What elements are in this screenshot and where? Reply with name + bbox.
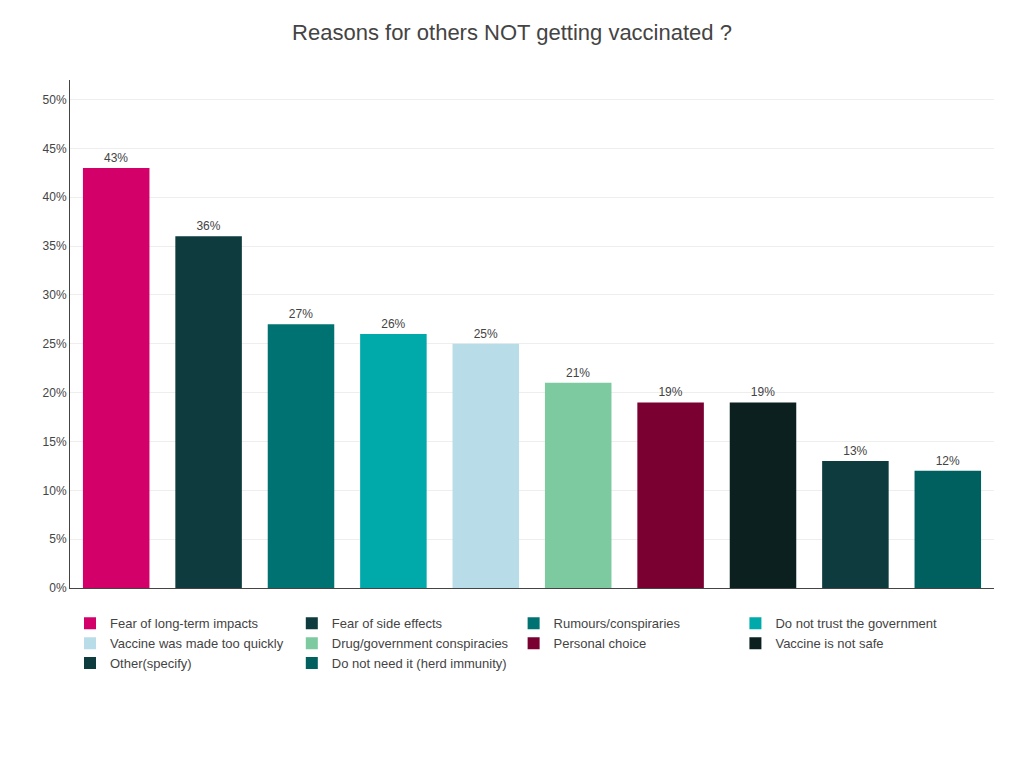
svg-text:43%: 43% (104, 151, 128, 165)
svg-text:36%: 36% (196, 219, 220, 233)
svg-text:30%: 30% (43, 288, 67, 302)
svg-text:20%: 20% (43, 386, 67, 400)
svg-text:19%: 19% (751, 385, 775, 399)
svg-text:12%: 12% (936, 454, 960, 468)
svg-text:0%: 0% (49, 581, 67, 595)
svg-text:26%: 26% (381, 317, 405, 331)
svg-text:13%: 13% (843, 444, 867, 458)
svg-text:Fear of side effects: Fear of side effects (332, 616, 443, 631)
svg-text:10%: 10% (43, 484, 67, 498)
svg-text:25%: 25% (474, 327, 498, 341)
svg-text:Reasons for others NOT getting: Reasons for others NOT getting vaccinate… (292, 20, 732, 45)
svg-text:15%: 15% (43, 435, 67, 449)
svg-text:25%: 25% (43, 337, 67, 351)
svg-text:27%: 27% (289, 307, 313, 321)
svg-text:21%: 21% (566, 366, 590, 380)
svg-text:40%: 40% (43, 190, 67, 204)
svg-text:35%: 35% (43, 239, 67, 253)
svg-text:Do not trust the government: Do not trust the government (775, 616, 937, 631)
svg-text:5%: 5% (49, 532, 67, 546)
svg-text:45%: 45% (43, 142, 67, 156)
svg-text:Fear of long-term impacts: Fear of long-term impacts (110, 616, 259, 631)
svg-text:Vaccine was made too quickly: Vaccine was made too quickly (110, 636, 284, 651)
svg-text:Vaccine is not safe: Vaccine is not safe (775, 636, 883, 651)
svg-text:Do not need it (herd immunity): Do not need it (herd immunity) (332, 656, 507, 671)
svg-text:Drug/government conspiracies: Drug/government conspiracies (332, 636, 509, 651)
svg-text:Rumours/conspiraries: Rumours/conspiraries (554, 616, 681, 631)
svg-text:Personal choice: Personal choice (554, 636, 647, 651)
svg-text:Other(specify): Other(specify) (110, 656, 192, 671)
svg-text:50%: 50% (43, 93, 67, 107)
svg-text:19%: 19% (658, 385, 682, 399)
